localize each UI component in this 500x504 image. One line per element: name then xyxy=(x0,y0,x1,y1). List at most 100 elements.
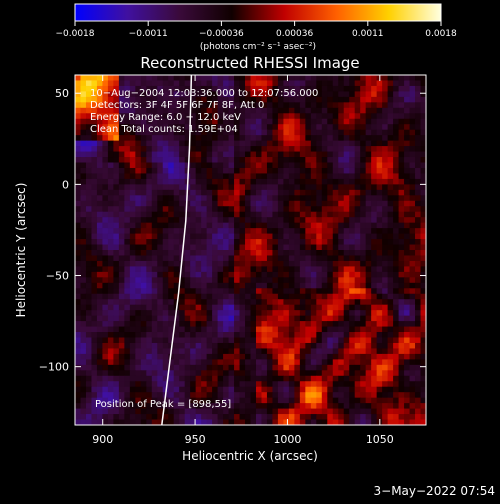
heatmap-cell xyxy=(157,310,164,317)
heatmap-cell xyxy=(118,233,125,240)
heatmap-cell xyxy=(360,342,367,349)
heatmap-cell xyxy=(239,255,246,262)
heatmap-cell xyxy=(80,277,87,284)
heatmap-cell xyxy=(140,200,147,207)
heatmap-cell xyxy=(305,178,312,185)
heatmap-cell xyxy=(354,184,361,191)
heatmap-cell xyxy=(102,397,109,404)
heatmap-cell xyxy=(85,260,92,267)
heatmap-cell xyxy=(387,342,394,349)
heatmap-cell xyxy=(398,260,405,267)
heatmap-cell xyxy=(212,271,219,278)
heatmap-cell xyxy=(179,353,186,360)
heatmap-cell xyxy=(272,200,279,207)
heatmap-cell xyxy=(173,364,180,371)
heatmap-cell xyxy=(409,184,416,191)
heatmap-cell xyxy=(151,140,158,147)
heatmap-cell xyxy=(135,375,142,382)
heatmap-cell xyxy=(96,244,103,251)
heatmap-cell xyxy=(234,184,241,191)
heatmap-cell xyxy=(360,332,367,338)
heatmap-cell xyxy=(310,310,317,317)
heatmap-cell xyxy=(124,408,131,415)
heatmap-cell xyxy=(393,364,400,371)
heatmap-cell xyxy=(146,332,153,338)
heatmap-cell xyxy=(173,113,180,120)
heatmap-cell xyxy=(349,146,356,153)
heatmap-cell xyxy=(398,151,405,158)
heatmap-cell xyxy=(321,260,328,267)
heatmap-cell xyxy=(168,293,175,300)
heatmap-cell xyxy=(321,200,328,207)
heatmap-cell xyxy=(157,189,164,196)
heatmap-cell xyxy=(288,381,295,388)
heatmap-cell xyxy=(85,326,92,333)
heatmap-cell xyxy=(124,315,131,322)
heatmap-cell xyxy=(124,140,131,147)
heatmap-cell xyxy=(201,408,208,415)
heatmap-cell xyxy=(338,178,345,185)
heatmap-cell xyxy=(206,195,213,202)
heatmap-cell xyxy=(75,326,81,333)
heatmap-cell xyxy=(261,419,268,425)
heatmap-cell xyxy=(113,364,120,371)
heatmap-cell xyxy=(288,260,295,267)
heatmap-cell xyxy=(228,189,235,196)
heatmap-cell xyxy=(91,102,98,109)
heatmap-cell xyxy=(129,135,136,142)
heatmap-cell xyxy=(146,288,153,295)
heatmap-cell xyxy=(85,173,92,180)
heatmap-cell xyxy=(223,244,230,251)
heatmap-cell xyxy=(129,151,136,158)
heatmap-cell xyxy=(382,310,389,317)
heatmap-cell xyxy=(173,375,180,382)
y-tick-label: −50 xyxy=(46,270,69,283)
heatmap-cell xyxy=(283,228,290,235)
heatmap-cell xyxy=(201,102,208,109)
heatmap-cell xyxy=(250,173,257,180)
heatmap-cell xyxy=(107,211,114,218)
heatmap-cell xyxy=(277,211,284,218)
heatmap-cell xyxy=(151,342,158,349)
heatmap-cell xyxy=(255,337,262,344)
heatmap-cell xyxy=(343,392,350,399)
heatmap-cell xyxy=(85,91,92,98)
heatmap-cell xyxy=(283,299,290,306)
heatmap-cell xyxy=(338,370,345,377)
heatmap-cell xyxy=(310,381,317,388)
heatmap-cell xyxy=(118,107,125,114)
heatmap-cell xyxy=(124,178,131,185)
heatmap-cell xyxy=(365,381,372,388)
heatmap-cell xyxy=(365,140,372,147)
heatmap-cell xyxy=(162,370,169,377)
heatmap-cell xyxy=(118,392,125,399)
heatmap-cell xyxy=(354,178,361,185)
heatmap-cell xyxy=(91,332,98,338)
heatmap-cell xyxy=(255,200,262,207)
heatmap-cell xyxy=(245,293,251,300)
heatmap-cell xyxy=(228,375,235,382)
heatmap-cell xyxy=(343,419,350,425)
heatmap-cell xyxy=(409,173,416,180)
heatmap-cell xyxy=(91,178,98,185)
heatmap-cell xyxy=(118,337,125,344)
heatmap-cell xyxy=(398,244,405,251)
heatmap-cell xyxy=(212,80,219,87)
heatmap-cell xyxy=(91,370,98,377)
heatmap-cell xyxy=(234,178,241,185)
heatmap-cell xyxy=(75,80,81,87)
heatmap-cell xyxy=(173,370,180,377)
heatmap-cell xyxy=(239,370,246,377)
heatmap-cell xyxy=(404,414,411,421)
heatmap-cell xyxy=(212,239,219,246)
heatmap-cell xyxy=(360,375,367,382)
heatmap-cell xyxy=(305,348,312,355)
heatmap-cell xyxy=(129,162,136,169)
heatmap-cell xyxy=(239,162,246,169)
heatmap-cell xyxy=(349,255,356,262)
heatmap-cell xyxy=(80,91,87,98)
heatmap-cell xyxy=(245,255,251,262)
heatmap-cell xyxy=(80,233,87,240)
heatmap-cell xyxy=(277,102,284,109)
heatmap-cell xyxy=(250,293,257,300)
